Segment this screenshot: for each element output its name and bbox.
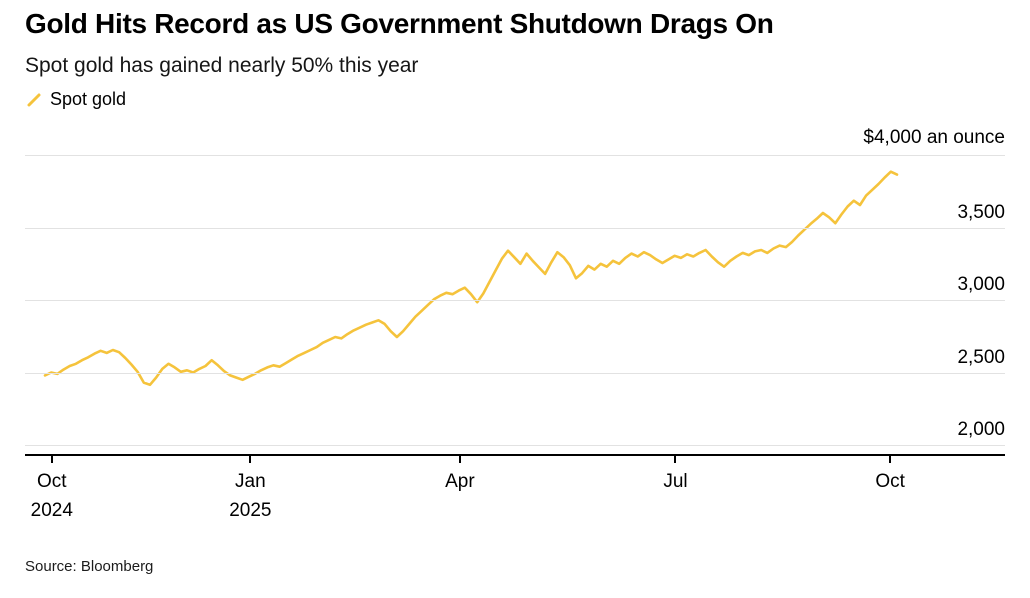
y-axis-tick-label: 2,000 — [957, 419, 1005, 440]
x-axis-tick — [458, 456, 461, 463]
gridline — [25, 300, 1005, 301]
spot-gold-line — [43, 170, 899, 387]
y-axis-unit-label: $4,000 an ounce — [863, 127, 1005, 148]
gridline — [25, 155, 1005, 156]
chart-subtitle: Spot gold has gained nearly 50% this yea… — [25, 54, 419, 77]
x-axis-tick-label: Oct — [37, 471, 67, 492]
y-axis-tick-label: 3,000 — [957, 274, 1005, 295]
x-axis-year-label: 2025 — [229, 500, 272, 521]
x-axis-tick-label: Apr — [445, 471, 475, 492]
x-axis-tick — [674, 456, 677, 463]
x-axis-tick — [889, 456, 892, 463]
gridline — [25, 372, 1005, 374]
gridline — [25, 445, 1005, 446]
x-axis-line — [25, 454, 1005, 456]
x-axis-tick-label: Jan — [235, 471, 266, 492]
x-axis-tick-label: Jul — [663, 471, 688, 492]
x-axis-tick — [249, 456, 252, 463]
source-note: Source: Bloomberg — [25, 558, 154, 575]
x-axis-year-label: 2024 — [30, 500, 73, 521]
y-axis-tick-label: 3,500 — [957, 201, 1005, 223]
legend: Spot gold — [25, 89, 126, 110]
legend-item-label: Spot gold — [50, 89, 127, 109]
price-chart: $4,000 an ounce 3,500 3,000 2,500 2,000 Oct 2… — [0, 125, 1030, 540]
x-axis-tick-label: Oct — [875, 471, 905, 492]
gridline — [25, 227, 1005, 229]
chart-title: Gold Hits Record as US Government Shutdo… — [25, 8, 774, 39]
x-axis-tick — [50, 456, 53, 463]
y-axis-tick-label: 2,500 — [957, 346, 1005, 368]
legend-line-swatch-icon — [25, 91, 43, 109]
